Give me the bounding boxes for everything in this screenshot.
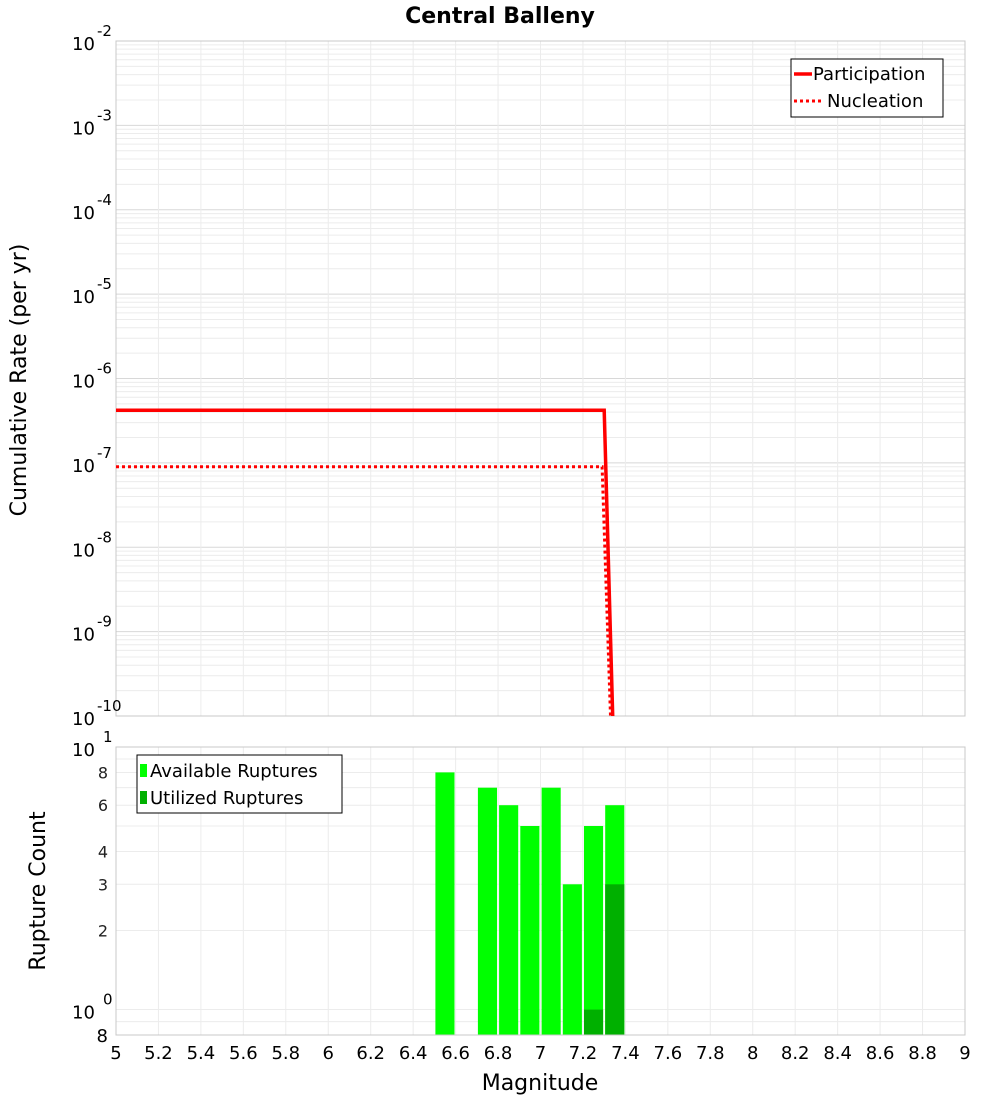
x-axis: 5 5.2 5.4 5.6 5.8 6 6.2 6.4 6.6 6.8 7 7.2 7.4 7.6 7.8 8…: [110, 1043, 970, 1064]
chart-title: Central Balleny: [405, 4, 595, 29]
bottom-y-tick-exponent: 0: [103, 991, 113, 1009]
bottom-y-minor-tick-label: 3: [98, 875, 108, 894]
x-tick-label: 8.6: [866, 1043, 895, 1064]
x-tick-label: 5: [110, 1043, 121, 1064]
x-tick-label: 5.8: [271, 1043, 300, 1064]
bottom-y-axis-label: Rupture Count: [26, 811, 51, 971]
x-tick-label: 7.6: [654, 1043, 683, 1064]
top-grid: [115, 41, 966, 717]
bottom-y-axis: 10 1 10 0 8 6 4 3 2 8: [72, 728, 113, 1047]
available-rupture-bar: [477, 787, 497, 1035]
top-legend-box: [790, 58, 944, 118]
x-tick-label: 7.2: [569, 1043, 598, 1064]
legend-utilized-swatch: [140, 791, 147, 804]
top-y-tick-label: 10: [72, 540, 95, 561]
top-y-tick-label: 10: [72, 625, 95, 646]
top-y-tick-exponent: -4: [97, 191, 112, 209]
top-y-tick-label: 10: [72, 709, 95, 730]
x-tick-label: 8.2: [781, 1043, 810, 1064]
top-legend: Participation Nucleation: [790, 58, 944, 118]
top-plot-frame: [115, 40, 966, 717]
legend-nucleation-label: Nucleation: [827, 91, 923, 112]
available-rupture-bar: [499, 805, 519, 1035]
x-tick-label: 8: [747, 1043, 758, 1064]
available-rupture-bar: [562, 884, 582, 1035]
available-rupture-bar: [584, 826, 604, 1035]
legend-available-swatch: [140, 764, 147, 777]
bottom-y-minor-tick-label: 4: [98, 842, 108, 861]
available-rupture-bar: [541, 787, 561, 1035]
top-y-axis: 10-210-310-410-510-610-710-810-910-10: [72, 22, 122, 730]
bottom-legend-box: [136, 754, 343, 814]
x-tick-label: 5.4: [187, 1043, 216, 1064]
top-y-tick-exponent: -9: [97, 613, 112, 631]
x-tick-label: 7.4: [611, 1043, 640, 1064]
bottom-y-minor-tick-label: 8: [97, 1026, 108, 1047]
x-tick-label: 6: [323, 1043, 334, 1064]
legend-utilized-label: Utilized Ruptures: [150, 788, 303, 809]
x-tick-label: 9: [959, 1043, 970, 1064]
bottom-y-tick-label: 10: [72, 740, 95, 761]
top-y-tick-label: 10: [72, 118, 95, 139]
x-tick-label: 5.6: [229, 1043, 258, 1064]
utilized-rupture-bar: [584, 1009, 604, 1035]
x-tick-label: 7: [535, 1043, 546, 1064]
top-y-tick-exponent: -3: [97, 106, 112, 124]
top-y-tick-exponent: -6: [97, 360, 112, 378]
participation-line: [116, 408, 615, 717]
x-tick-label: 6.6: [441, 1043, 470, 1064]
top-series: [116, 408, 615, 717]
top-y-tick-exponent: -5: [97, 275, 112, 293]
top-y-tick-exponent: -7: [97, 444, 112, 462]
available-rupture-bar: [435, 772, 455, 1035]
bottom-y-tick-label: 10: [72, 1003, 95, 1024]
top-y-tick-exponent: -10: [97, 697, 122, 715]
bottom-y-minor-tick-label: 2: [98, 922, 108, 941]
bottom-y-minor-tick-label: 6: [98, 796, 108, 815]
top-y-axis-label: Cumulative Rate (per yr): [7, 244, 32, 517]
top-y-tick-label: 10: [72, 287, 95, 308]
top-y-tick-label: 10: [72, 203, 95, 224]
x-tick-label: 6.8: [484, 1043, 513, 1064]
bottom-plot-frame: [115, 746, 966, 1036]
x-tick-label: 8.4: [823, 1043, 852, 1064]
top-y-tick-label: 10: [72, 456, 95, 477]
x-tick-label: 5.2: [144, 1043, 173, 1064]
bottom-y-tick-exponent: 1: [103, 728, 113, 746]
utilized-rupture-bar: [605, 884, 625, 1035]
bottom-legend: Available Ruptures Utilized Ruptures: [136, 754, 343, 814]
bottom-bars: [435, 772, 625, 1035]
top-y-tick-exponent: -8: [97, 528, 112, 546]
top-y-tick-label: 10: [72, 372, 95, 393]
x-tick-label: 6.4: [399, 1043, 428, 1064]
legend-available-label: Available Ruptures: [150, 761, 318, 782]
legend-participation-label: Participation: [813, 64, 925, 85]
top-y-tick-exponent: -2: [97, 22, 112, 40]
bottom-y-minor-tick-label: 8: [98, 763, 108, 782]
x-axis-label: Magnitude: [482, 1071, 599, 1096]
top-y-tick-label: 10: [72, 34, 95, 55]
x-tick-label: 8.8: [908, 1043, 937, 1064]
x-tick-label: 6.2: [356, 1043, 385, 1064]
available-rupture-bar: [520, 826, 540, 1035]
nucleation-line: [116, 465, 612, 717]
x-tick-label: 7.8: [696, 1043, 725, 1064]
